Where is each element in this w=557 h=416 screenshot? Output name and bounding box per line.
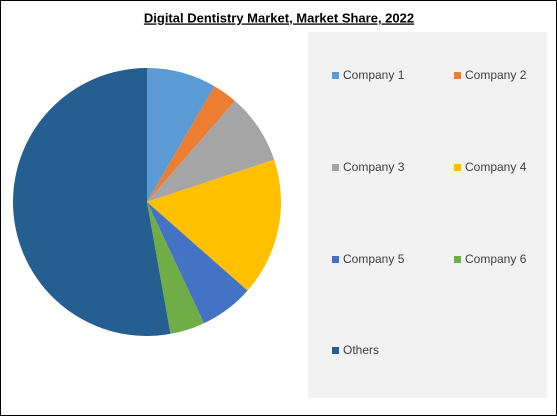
pie-slice [147, 100, 275, 202]
legend-label: Company 6 [465, 252, 527, 266]
legend-label: Company 2 [465, 68, 527, 82]
legend-swatch [332, 256, 339, 263]
legend-panel [308, 32, 547, 398]
chart-title: Digital Dentistry Market, Market Share, … [144, 10, 414, 25]
legend-swatch [332, 164, 339, 171]
pie-slice [147, 68, 215, 202]
legend-swatch [332, 72, 339, 79]
legend-swatch [454, 164, 461, 171]
pie-slice [147, 202, 248, 324]
pie-slice [12, 68, 171, 337]
legend-swatch [332, 347, 339, 354]
legend-label: Company 5 [343, 252, 405, 266]
legend-swatch [454, 256, 461, 263]
legend-label: Company 1 [343, 68, 405, 82]
legend-label: Others [343, 343, 379, 357]
pie-slice [147, 86, 235, 202]
legend-label: Company 4 [465, 160, 527, 174]
legend-swatch [454, 72, 461, 79]
pie-slice [147, 159, 282, 291]
legend-label: Company 3 [343, 160, 405, 174]
pie-slice [147, 202, 205, 334]
